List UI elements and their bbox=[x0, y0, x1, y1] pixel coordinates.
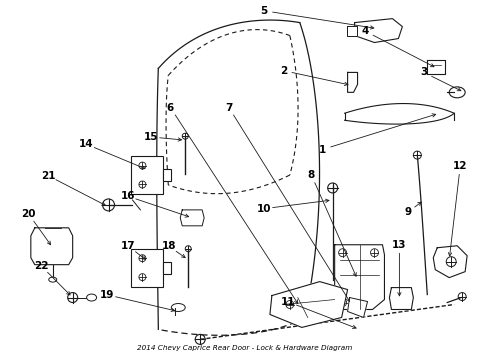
Bar bbox=[131, 156, 163, 194]
Text: 22: 22 bbox=[34, 261, 48, 271]
Text: 2: 2 bbox=[279, 66, 286, 76]
Text: 1: 1 bbox=[318, 144, 325, 154]
Text: 5: 5 bbox=[260, 6, 267, 16]
Text: 8: 8 bbox=[307, 170, 314, 180]
Polygon shape bbox=[269, 282, 347, 328]
Polygon shape bbox=[388, 288, 412, 310]
Bar bbox=[163, 262, 171, 274]
Text: 11: 11 bbox=[281, 297, 295, 307]
Bar bbox=[163, 169, 171, 181]
Polygon shape bbox=[334, 245, 384, 310]
Text: 15: 15 bbox=[143, 132, 158, 142]
Polygon shape bbox=[347, 298, 367, 318]
Polygon shape bbox=[347, 72, 357, 92]
Text: 21: 21 bbox=[41, 171, 55, 181]
Ellipse shape bbox=[86, 294, 96, 301]
Text: 13: 13 bbox=[391, 239, 406, 249]
Text: 6: 6 bbox=[166, 103, 174, 113]
Text: 3: 3 bbox=[419, 67, 427, 77]
Text: 9: 9 bbox=[403, 207, 410, 217]
Text: 16: 16 bbox=[120, 191, 135, 201]
Polygon shape bbox=[427, 60, 444, 75]
Text: 12: 12 bbox=[452, 161, 467, 171]
Text: 20: 20 bbox=[21, 209, 36, 219]
Text: 4: 4 bbox=[361, 26, 368, 36]
Text: 14: 14 bbox=[79, 139, 93, 149]
Ellipse shape bbox=[448, 87, 464, 98]
Ellipse shape bbox=[171, 303, 185, 311]
Text: 7: 7 bbox=[225, 103, 232, 113]
Polygon shape bbox=[31, 228, 73, 265]
Polygon shape bbox=[180, 210, 203, 226]
Bar bbox=[131, 249, 163, 287]
Polygon shape bbox=[432, 246, 466, 278]
Polygon shape bbox=[354, 19, 402, 42]
Text: 18: 18 bbox=[162, 241, 176, 251]
Text: 10: 10 bbox=[256, 204, 271, 214]
Text: 17: 17 bbox=[121, 241, 136, 251]
Polygon shape bbox=[346, 26, 356, 36]
Ellipse shape bbox=[49, 277, 57, 282]
Text: 19: 19 bbox=[100, 290, 114, 300]
Text: 2014 Chevy Caprice Rear Door - Lock & Hardware Diagram: 2014 Chevy Caprice Rear Door - Lock & Ha… bbox=[137, 345, 351, 351]
